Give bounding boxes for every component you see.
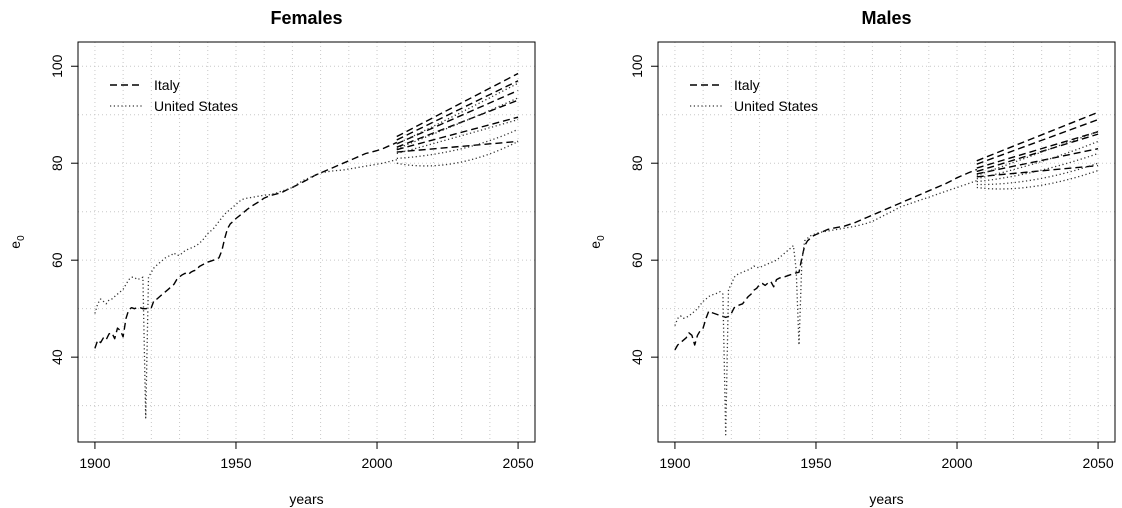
series-lines: [94, 141, 398, 419]
series-line-italy: [674, 168, 978, 351]
projection-line-italy: [396, 89, 519, 145]
x-tick-label: 2000: [941, 455, 972, 471]
projection-line-italy: [396, 116, 519, 151]
y-tick-label: 40: [629, 349, 645, 365]
projection-line-italy: [976, 147, 1099, 175]
y-axis: 40 60 80 100: [629, 54, 658, 365]
y-axis-label-main: e: [7, 241, 23, 249]
projection-line-italy: [976, 118, 1099, 165]
y-tick-label: 80: [629, 155, 645, 171]
projection-curve-united-states: [976, 140, 1099, 180]
y-axis: 40 60 80 100: [49, 54, 78, 365]
series-line-united-states: [674, 180, 977, 436]
projection-united-states: [396, 82, 519, 167]
y-axis-label: e0: [587, 235, 607, 249]
y-tick-label: 100: [629, 54, 645, 78]
x-tick-label: 1900: [659, 455, 690, 471]
y-tick-label: 60: [629, 252, 645, 268]
grid: [658, 42, 1115, 442]
x-axis: 1900 1950 2000 2050: [659, 442, 1114, 471]
projection-united-states: [976, 131, 1099, 190]
y-axis-label-subscript: 0: [596, 235, 607, 241]
x-tick-label: 2050: [502, 455, 533, 471]
grid: [78, 42, 535, 442]
projection-line-italy: [976, 131, 1099, 169]
x-axis-label: years: [869, 491, 903, 507]
projection-line-italy: [396, 72, 519, 138]
y-tick-label: 80: [49, 155, 65, 171]
x-axis-label: years: [289, 491, 323, 507]
legend-label-italy: Italy: [734, 77, 760, 93]
y-axis-label-main: e: [587, 241, 603, 249]
panel-males: 1900 1950 2000 2050 40 60 80 100 Males years e0 Ita…: [587, 8, 1116, 507]
y-axis-label-subscript: 0: [16, 235, 27, 241]
projection-italy: [396, 72, 519, 153]
y-axis-label: e0: [7, 235, 27, 249]
projection-line-italy: [396, 140, 519, 153]
series-line-united-states: [94, 159, 397, 419]
series-line-italy: [94, 141, 398, 349]
legend-label-united-states: United States: [154, 98, 238, 114]
projection-line-italy: [976, 111, 1099, 162]
x-tick-label: 2050: [1082, 455, 1113, 471]
projection-italy: [976, 111, 1099, 178]
x-tick-label: 1950: [800, 455, 831, 471]
plot-frame: [77, 41, 536, 443]
y-tick-label: 100: [49, 54, 65, 78]
projection-line-italy: [976, 133, 1099, 173]
projection-curve-united-states: [396, 140, 519, 167]
projection-curve-united-states: [396, 82, 519, 145]
y-tick-label: 60: [49, 252, 65, 268]
projection-line-italy: [396, 80, 519, 141]
legend-label-united-states: United States: [734, 98, 818, 114]
chart-title: Females: [270, 8, 342, 28]
projection-curve-united-states: [976, 169, 1099, 190]
panel-females: 1900 1950 2000 2050 40 60 80 100 Females years e0 I…: [7, 8, 536, 507]
legend: Italy United States: [110, 77, 238, 114]
legend-label-italy: Italy: [154, 77, 180, 93]
plot-frame: [657, 41, 1116, 443]
series-lines: [674, 168, 978, 436]
x-tick-label: 1950: [220, 455, 251, 471]
legend: Italy United States: [690, 77, 818, 114]
x-tick-label: 1900: [79, 455, 110, 471]
y-tick-label: 40: [49, 349, 65, 365]
chart-title: Males: [861, 8, 911, 28]
x-tick-label: 2000: [361, 455, 392, 471]
projection-curve-united-states: [976, 131, 1099, 176]
x-axis: 1900 1950 2000 2050: [79, 442, 534, 471]
projection-curve-united-states: [396, 128, 519, 160]
